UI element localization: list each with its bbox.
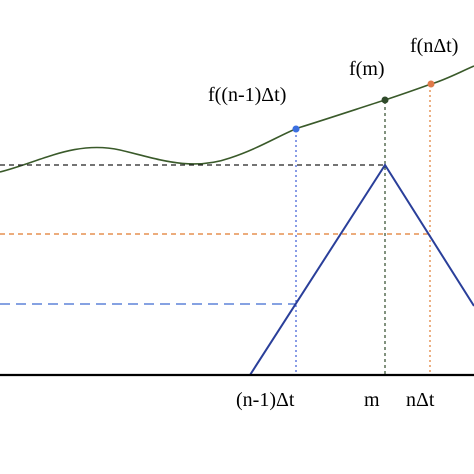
label-x-m: m: [364, 389, 380, 411]
point-f-next: [427, 80, 435, 88]
label-x-next: nΔt: [406, 389, 435, 411]
signal-curve: [0, 65, 474, 173]
label-f-next: f(nΔt): [410, 35, 458, 57]
point-f-prev: [292, 125, 300, 133]
label-x-prev: (n-1)Δt: [236, 389, 295, 411]
point-f-m: [381, 96, 389, 104]
triangle-kernel: [249, 163, 474, 376]
label-f-m: f(m): [349, 58, 385, 80]
label-f-prev: f((n-1)Δt): [208, 84, 286, 106]
